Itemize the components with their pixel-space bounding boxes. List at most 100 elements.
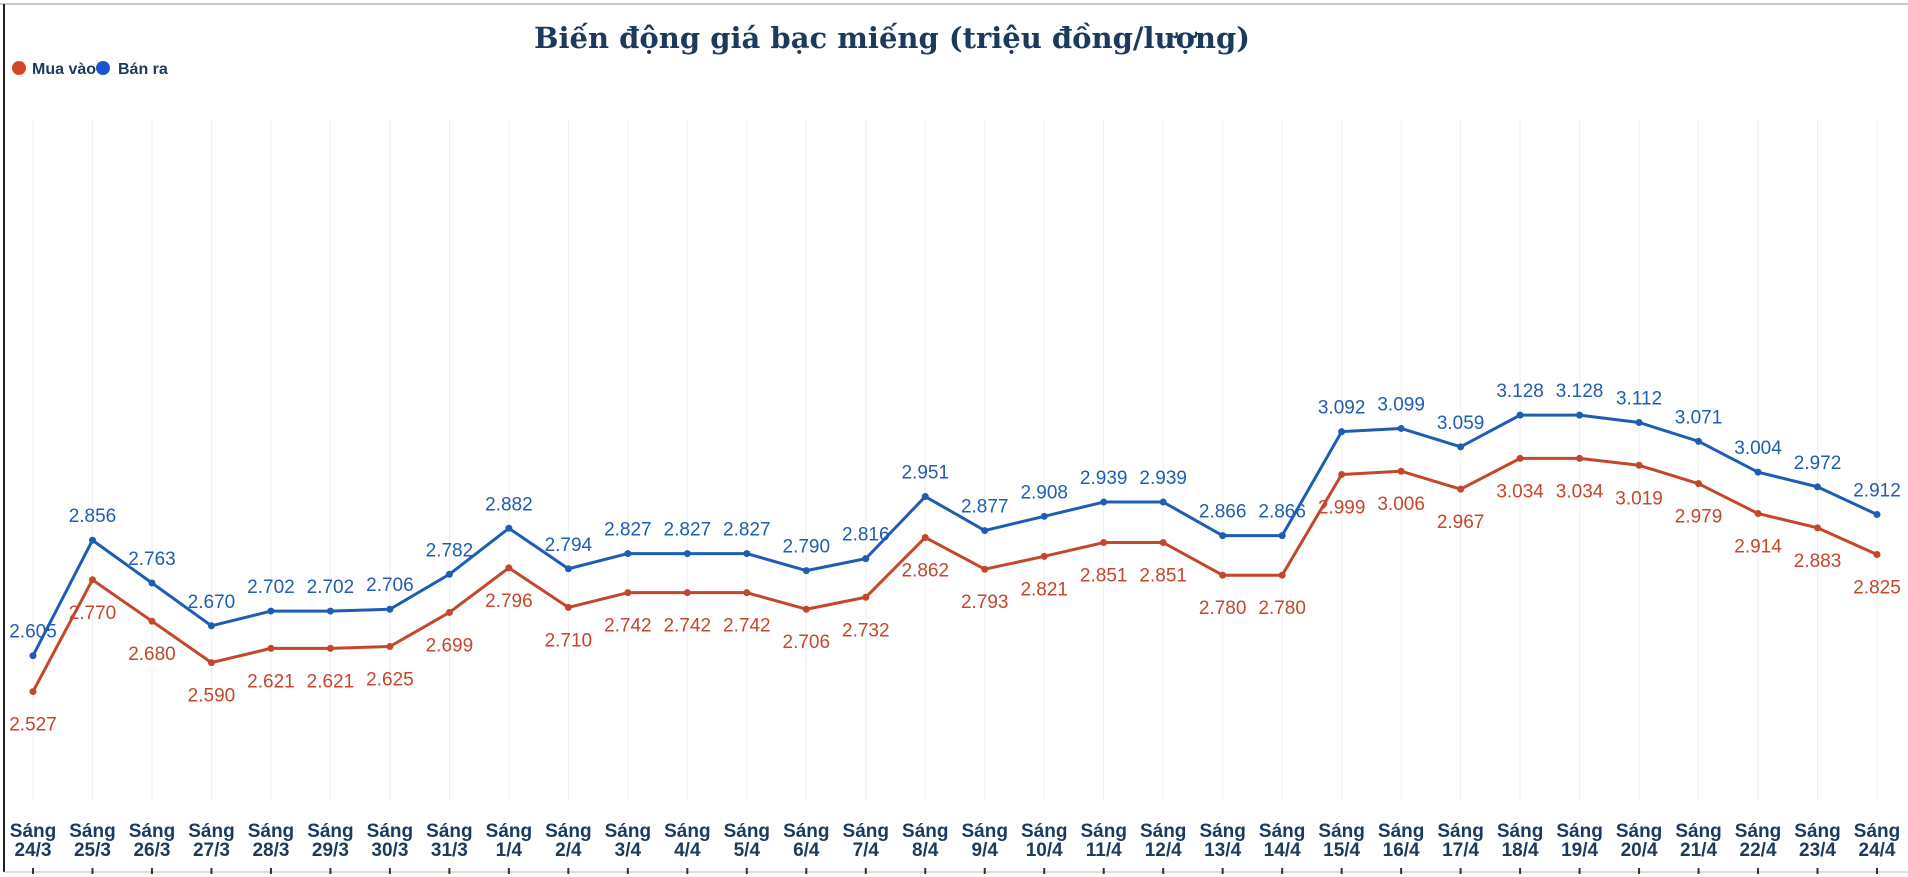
x-tick-label: Sáng — [664, 821, 710, 842]
data-point — [1754, 510, 1762, 518]
x-tick-label: 7/4 — [853, 840, 880, 861]
x-tick-label: Sáng — [902, 821, 948, 842]
x-tick-label: Sáng — [426, 821, 472, 842]
data-point — [445, 570, 453, 578]
data-point — [1100, 498, 1108, 506]
x-tick-label: Sáng — [1794, 821, 1840, 842]
data-point — [1873, 510, 1881, 518]
x-tick-label: 25/3 — [74, 840, 111, 861]
data-label: 2.782 — [426, 540, 474, 561]
x-tick-label: 22/4 — [1740, 840, 1777, 861]
data-point — [683, 589, 691, 597]
x-tick-label: 10/4 — [1026, 840, 1063, 861]
data-point — [386, 605, 394, 613]
x-tick-label: Sáng — [1318, 821, 1364, 842]
data-label: 3.092 — [1318, 398, 1366, 419]
data-label: 2.827 — [664, 520, 712, 541]
data-point — [267, 644, 275, 652]
x-tick-label: Sáng — [843, 821, 889, 842]
data-label: 2.827 — [723, 520, 771, 541]
x-tick-label: 24/3 — [15, 840, 52, 861]
data-point — [1695, 480, 1703, 488]
data-point — [1576, 411, 1584, 419]
data-label: 2.825 — [1853, 578, 1901, 599]
x-tick-label: 29/3 — [312, 840, 349, 861]
data-label: 2.702 — [307, 577, 355, 598]
data-label: 2.862 — [901, 560, 949, 581]
legend-marker-ban-ra — [96, 61, 110, 75]
data-point — [802, 605, 810, 613]
x-tick-label: Sáng — [69, 821, 115, 842]
data-label: 2.882 — [485, 494, 533, 515]
x-tick-label: Sáng — [188, 821, 234, 842]
data-point — [624, 550, 632, 558]
data-point — [505, 564, 513, 572]
x-tick-label: Sáng — [1021, 821, 1067, 842]
data-point — [1457, 443, 1465, 451]
data-point — [1814, 524, 1822, 532]
series-layer: 2.527 2.770 2.680 2.590 2.621 2.621 2.625 2.699… — [9, 381, 1901, 735]
x-tick-label: 3/4 — [615, 840, 642, 861]
data-point — [88, 576, 96, 584]
x-tick-label: Sáng — [1080, 821, 1126, 842]
data-label: 2.699 — [426, 635, 474, 656]
data-point — [29, 652, 37, 660]
data-point — [1338, 470, 1346, 478]
data-label: 2.680 — [128, 644, 176, 665]
data-label: 2.770 — [69, 603, 117, 624]
data-label: 2.999 — [1318, 497, 1366, 518]
x-tick-label: Sáng — [1497, 821, 1543, 842]
data-point — [1516, 454, 1524, 462]
data-point — [802, 567, 810, 575]
data-point — [862, 593, 870, 601]
data-point — [1635, 461, 1643, 469]
data-point — [1040, 552, 1048, 560]
x-tick-label: Sáng — [1616, 821, 1662, 842]
data-label: 2.821 — [1020, 579, 1068, 600]
x-tick-label: 26/3 — [133, 840, 170, 861]
data-point — [326, 607, 334, 615]
data-label: 2.883 — [1794, 551, 1842, 572]
x-tick-label: Sáng — [783, 821, 829, 842]
legend-marker-mua-vao — [12, 61, 26, 75]
data-point — [1397, 467, 1405, 475]
data-label: 3.059 — [1437, 413, 1485, 434]
data-label: 2.856 — [69, 506, 117, 527]
legend: Mua vào Bán ra — [12, 61, 168, 78]
data-point — [505, 524, 513, 532]
x-tick-label: 27/3 — [193, 840, 230, 861]
x-tick-label: 21/4 — [1680, 840, 1717, 861]
data-point — [921, 493, 929, 501]
data-label: 2.908 — [1020, 482, 1068, 503]
data-label: 2.914 — [1734, 537, 1782, 558]
x-tick-label: 16/4 — [1383, 840, 1420, 861]
data-point — [1457, 485, 1465, 493]
x-tick-label: Sáng — [605, 821, 651, 842]
x-tick-label: Sáng — [367, 821, 413, 842]
data-point — [1278, 571, 1286, 579]
data-label: 3.034 — [1496, 481, 1544, 502]
data-label: 2.790 — [783, 537, 831, 558]
x-tick-label: 14/4 — [1264, 840, 1301, 861]
x-tick-label: 2/4 — [555, 840, 582, 861]
data-point — [564, 565, 572, 573]
data-point — [743, 589, 751, 597]
x-tick-label: Sáng — [486, 821, 532, 842]
x-tick-label: Sáng — [962, 821, 1008, 842]
data-label: 3.034 — [1556, 481, 1604, 502]
x-tick-label: Sáng — [1437, 821, 1483, 842]
x-tick-label: 15/4 — [1323, 840, 1360, 861]
x-tick-label: 17/4 — [1442, 840, 1479, 861]
data-label: 2.742 — [723, 616, 771, 637]
data-label: 2.625 — [366, 670, 414, 691]
data-point — [1278, 532, 1286, 540]
x-tick-label: 5/4 — [734, 840, 761, 861]
legend-label-mua-vao: Mua vào — [32, 61, 96, 78]
data-label: 2.972 — [1794, 453, 1842, 474]
data-label: 2.951 — [901, 463, 949, 484]
data-label: 2.912 — [1853, 480, 1901, 501]
data-label: 2.794 — [545, 535, 593, 556]
x-tick-label: 19/4 — [1561, 840, 1598, 861]
